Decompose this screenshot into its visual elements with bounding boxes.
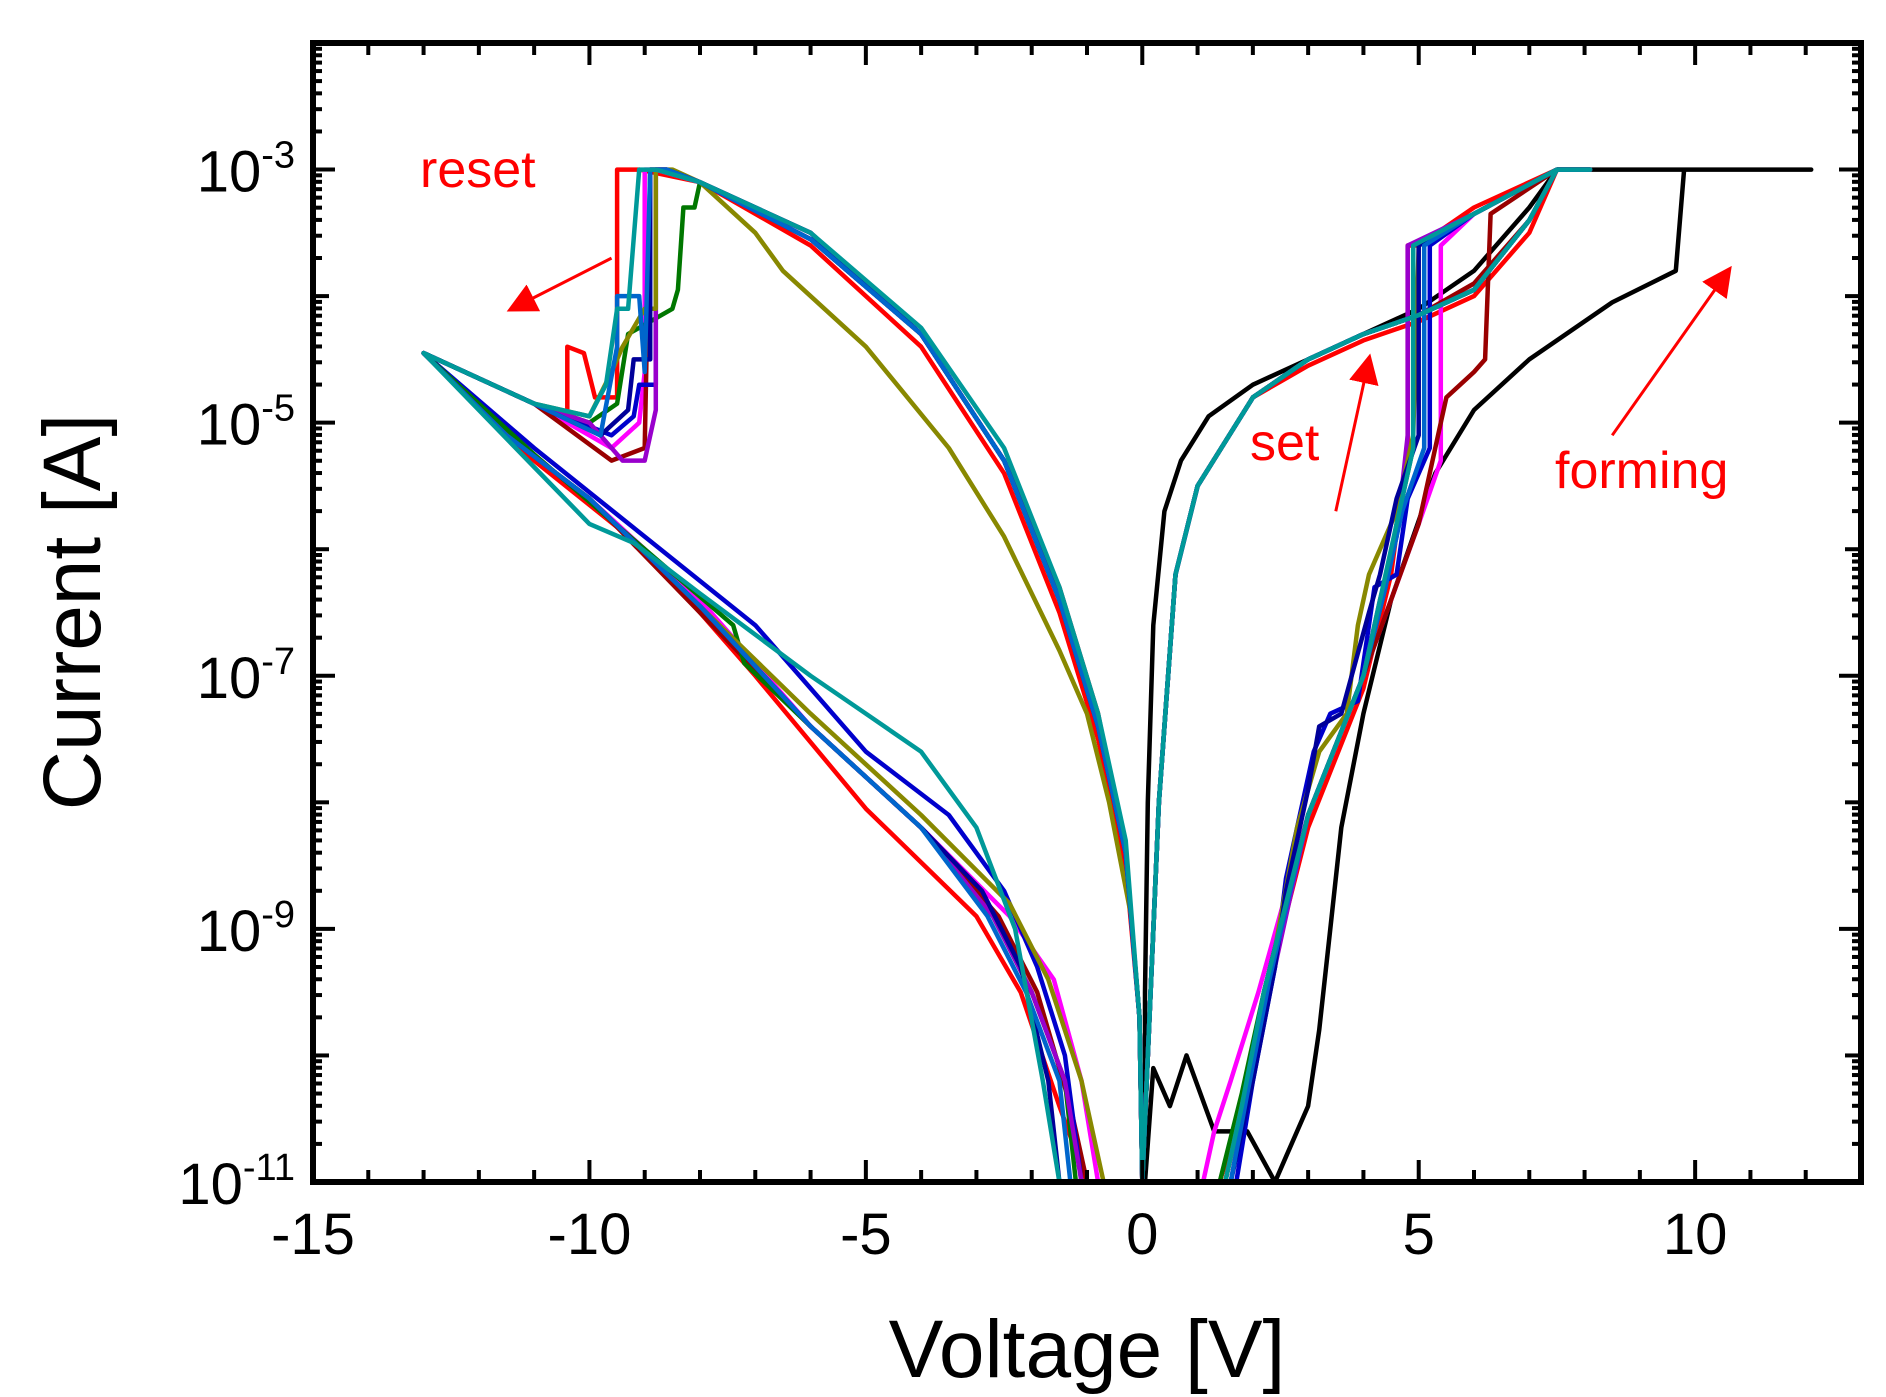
- y-tick-label: 10-7: [197, 641, 295, 711]
- x-tick-labels: -15 -10 -5 0 5 10: [271, 1202, 1727, 1267]
- annotation-reset: reset: [420, 141, 536, 199]
- annotation-arrow-set: [1334, 353, 1379, 512]
- x-tick-label: -15: [271, 1202, 355, 1267]
- x-axis-title: Voltage [V]: [889, 1304, 1286, 1395]
- annotation-forming: forming: [1555, 442, 1728, 500]
- axis-ticks: [311, 41, 1863, 1184]
- y-tick-labels: 10-11 10-9 10-7 10-5 10-3: [178, 135, 295, 1217]
- x-tick-label: 0: [1126, 1202, 1158, 1267]
- series-line-1: [1142, 167, 1814, 1182]
- x-tick-label: -10: [548, 1202, 632, 1267]
- x-tick-label: 5: [1403, 1202, 1435, 1267]
- plot-frame: [310, 40, 1864, 1185]
- y-tick-label: 10-3: [197, 135, 295, 205]
- annotations: reset set forming: [420, 141, 1732, 512]
- y-tick-label: 10-11: [178, 1147, 295, 1217]
- annotation-set: set: [1250, 414, 1320, 472]
- y-tick-label: 10-5: [197, 388, 295, 458]
- y-axis-title: Current [A]: [27, 414, 118, 810]
- y-tick-label: 10-9: [197, 894, 295, 964]
- series-line-11: [421, 167, 1593, 1182]
- annotation-arrow-forming: [1610, 265, 1732, 437]
- x-tick-label: -5: [840, 1202, 892, 1267]
- data-curves: [421, 167, 1814, 1182]
- x-tick-label: 10: [1663, 1202, 1728, 1267]
- annotation-arrow-reset: [506, 256, 613, 312]
